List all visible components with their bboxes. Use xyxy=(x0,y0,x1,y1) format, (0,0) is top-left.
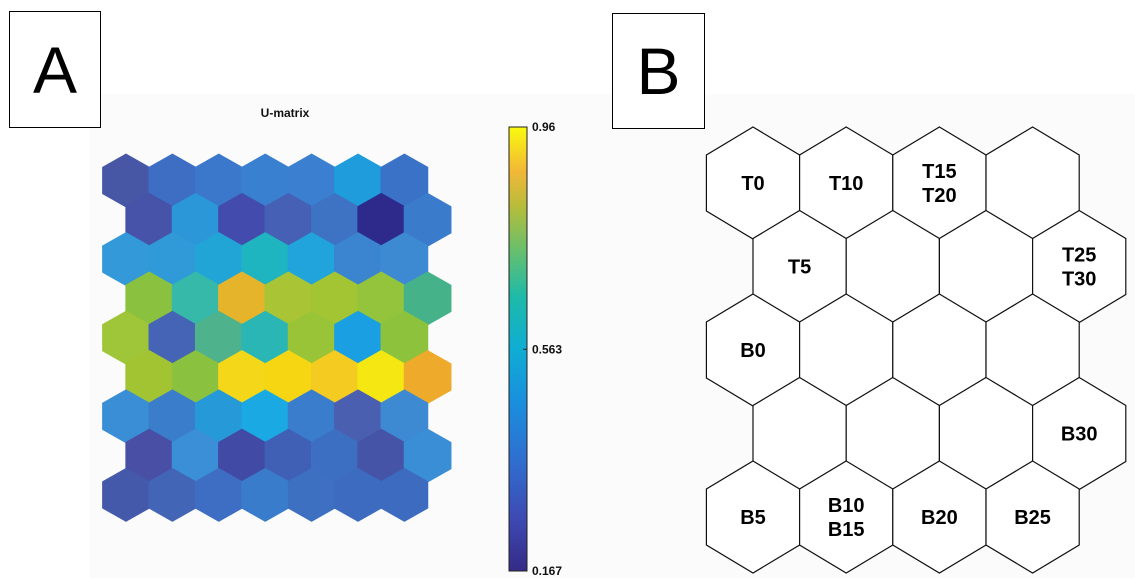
som-cell-label: T20 xyxy=(922,185,956,207)
umatrix-title: U-matrix xyxy=(260,106,310,120)
som-cell-label: B30 xyxy=(1061,424,1098,446)
som-cell-label: T30 xyxy=(1062,269,1096,291)
colorbar-min-label: 0.167 xyxy=(532,564,562,578)
colorbar-mid-label: 0.563 xyxy=(532,342,562,356)
umatrix-hex-grid xyxy=(102,153,452,522)
som-hex-cell xyxy=(985,460,1080,574)
som-cell-label: B25 xyxy=(1014,507,1051,529)
som-cell-label: T25 xyxy=(1062,245,1096,267)
som-cell-label: T15 xyxy=(922,161,956,183)
som-cell-label: T5 xyxy=(788,257,811,279)
som-cell-label: B20 xyxy=(921,507,958,529)
som-cell-label: T0 xyxy=(741,173,764,195)
som-cell-label: B15 xyxy=(828,519,865,541)
colorbar: 0.96 0.563 0.167 xyxy=(508,120,562,578)
som-cell-label: T10 xyxy=(829,173,863,195)
panel-b-label: B xyxy=(612,13,705,129)
som-cell-label: B0 xyxy=(740,340,766,362)
som-cell-label: B5 xyxy=(740,507,766,529)
panel-a-label: A xyxy=(9,11,101,128)
som-cell-label: B10 xyxy=(828,495,865,517)
umatrix-hex-cell xyxy=(380,467,429,522)
colorbar-max-label: 0.96 xyxy=(532,120,556,134)
